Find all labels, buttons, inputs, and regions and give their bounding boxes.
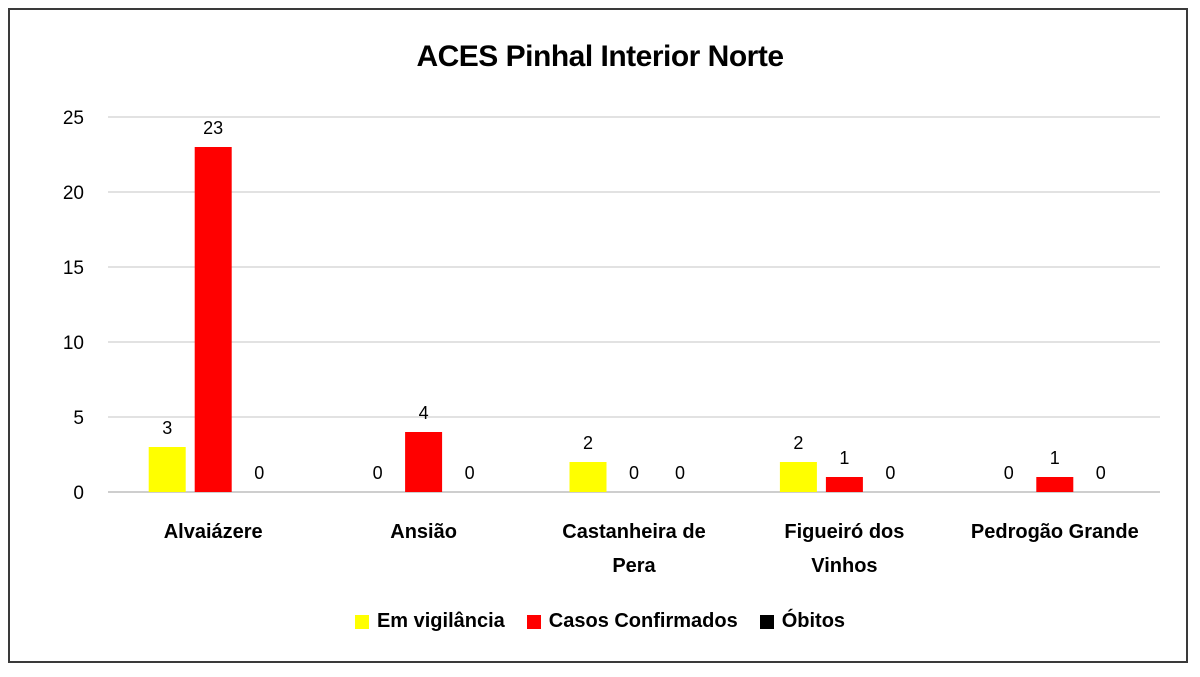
data-label: 0: [373, 463, 383, 483]
data-label: 4: [419, 403, 429, 423]
bars: [148, 147, 1074, 492]
bar: [825, 477, 863, 492]
data-label: 0: [1096, 463, 1106, 483]
y-tick-label: 0: [73, 483, 84, 504]
data-label: 0: [675, 463, 685, 483]
data-label: 3: [162, 418, 172, 438]
y-tick-label: 20: [63, 183, 84, 204]
legend: Em vigilância Casos Confirmados Óbitos: [0, 610, 1200, 633]
legend-label: Óbitos: [781, 610, 846, 632]
bar: [148, 447, 186, 492]
data-label: 0: [465, 463, 475, 483]
category-label: Pedrogão Grande: [971, 521, 1139, 543]
data-label: 0: [254, 463, 264, 483]
data-label: 1: [1050, 448, 1060, 468]
bar: [1036, 477, 1074, 492]
bar: [405, 432, 443, 492]
category-label: Figueiró dos: [784, 521, 904, 543]
data-label: 2: [793, 433, 803, 453]
y-axis-ticks: 0 5 10 15 20 25: [63, 108, 84, 504]
legend-label: Em vigilância: [376, 610, 505, 632]
chart-title: ACES Pinhal Interior Norte: [416, 40, 784, 73]
category-label: Vinhos: [811, 555, 877, 577]
bar: [779, 462, 817, 492]
legend-swatch: [526, 614, 541, 629]
legend-swatch: [354, 614, 369, 629]
legend-swatch: [759, 614, 774, 629]
legend-label: Casos Confirmados: [548, 610, 738, 632]
category-label: Pera: [612, 555, 656, 577]
y-tick-label: 5: [73, 408, 84, 429]
data-label: 0: [629, 463, 639, 483]
y-tick-label: 10: [63, 333, 84, 354]
y-tick-label: 15: [63, 258, 84, 279]
data-label: 23: [203, 118, 223, 138]
legend-item: Óbitos: [759, 610, 846, 633]
bar: [569, 462, 607, 492]
category-labels: Alvaiázere Ansião Castanheira de Pera Figuei…: [164, 521, 1139, 577]
gridlines: [108, 116, 1160, 493]
category-label: Ansião: [390, 521, 457, 543]
data-label: 2: [583, 433, 593, 453]
category-label: Castanheira de: [562, 521, 705, 543]
data-label: 0: [885, 463, 895, 483]
category-label: Alvaiázere: [164, 521, 263, 543]
legend-item: Em vigilância: [354, 610, 505, 633]
data-labels: 3 23 0 0 4 0 2 0 0 2 1 0 0 1 0: [162, 118, 1106, 483]
data-label: 0: [1004, 463, 1014, 483]
y-tick-label: 25: [63, 108, 84, 129]
data-label: 1: [839, 448, 849, 468]
legend-item: Casos Confirmados: [526, 610, 738, 633]
bar: [194, 147, 232, 492]
